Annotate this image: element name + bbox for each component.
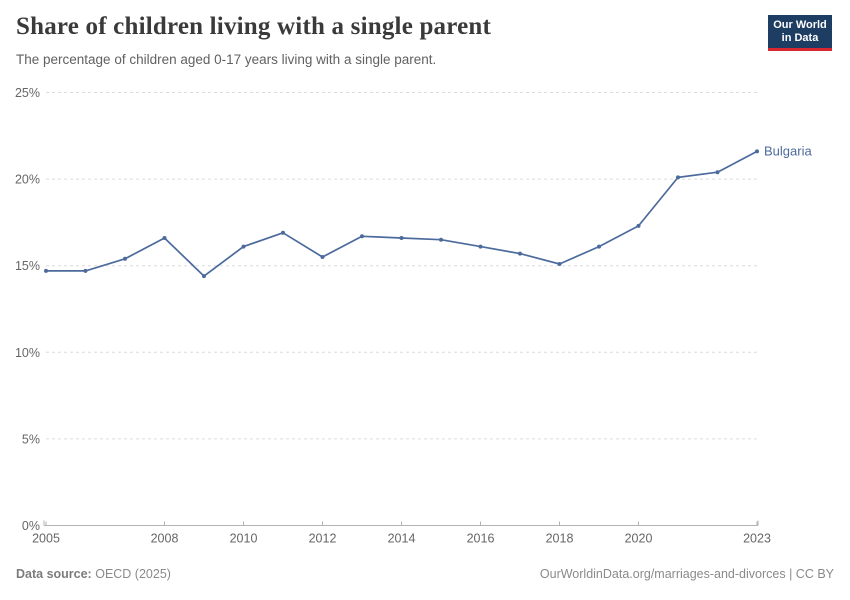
data-point[interactable]: [755, 149, 759, 154]
x-tick-label: 2020: [625, 532, 653, 546]
y-tick-label: 10%: [15, 346, 40, 360]
data-point[interactable]: [715, 170, 720, 175]
data-point[interactable]: [439, 237, 443, 242]
data-point[interactable]: [676, 175, 680, 180]
data-point[interactable]: [281, 230, 285, 235]
x-tick-label: 2012: [309, 532, 337, 546]
x-tick-label: 2018: [546, 532, 574, 546]
data-point[interactable]: [162, 236, 167, 240]
data-point[interactable]: [636, 223, 641, 228]
y-tick-label: 25%: [15, 86, 40, 100]
owid-logo-line2: in Data: [781, 32, 819, 44]
data-point[interactable]: [241, 244, 246, 249]
x-tick-label: 2005: [32, 532, 60, 546]
data-point[interactable]: [320, 255, 325, 259]
x-tick-label: 2023: [743, 532, 771, 546]
x-tick-label: 2016: [467, 532, 495, 546]
data-source-value: OECD (2025): [95, 567, 171, 581]
data-point[interactable]: [518, 251, 522, 256]
y-tick-label: 20%: [15, 173, 40, 187]
chart-subtitle: The percentage of children aged 0-17 yea…: [16, 52, 437, 67]
y-tick-label: 0%: [22, 519, 40, 533]
owid-url-link[interactable]: OurWorldinData.org/marriages-and-divorce…: [539, 567, 786, 581]
data-point[interactable]: [83, 268, 88, 273]
data-point[interactable]: [478, 244, 483, 249]
data-source-label: Data source:: [16, 567, 92, 581]
y-tick-label: 15%: [15, 259, 40, 273]
series-line[interactable]: [45, 150, 758, 277]
owid-logo: Our World in Data: [768, 15, 832, 51]
license-label: CC BY: [795, 567, 834, 581]
data-point[interactable]: [202, 274, 206, 279]
data-point[interactable]: [597, 244, 601, 249]
data-point[interactable]: [399, 236, 404, 240]
series-label: Bulgaria: [764, 143, 812, 158]
owid-logo-line1: Our World: [773, 19, 827, 31]
data-source: Data source: OECD (2025): [16, 567, 171, 581]
credit-separator: |: [785, 567, 796, 581]
data-point[interactable]: [44, 268, 48, 273]
x-tick-label: 2008: [151, 532, 179, 546]
x-tick-label: 2014: [388, 532, 416, 546]
data-point[interactable]: [123, 256, 127, 261]
chart-footer: Data source: OECD (2025) OurWorldinData.…: [16, 567, 834, 581]
page-title: Share of children living with a single p…: [16, 13, 492, 40]
data-point[interactable]: [360, 234, 364, 239]
y-tick-label: 5%: [22, 432, 40, 446]
data-point[interactable]: [557, 262, 562, 266]
credit-line: OurWorldinData.org/marriages-and-divorce…: [540, 567, 834, 581]
x-tick-label: 2010: [230, 532, 258, 546]
